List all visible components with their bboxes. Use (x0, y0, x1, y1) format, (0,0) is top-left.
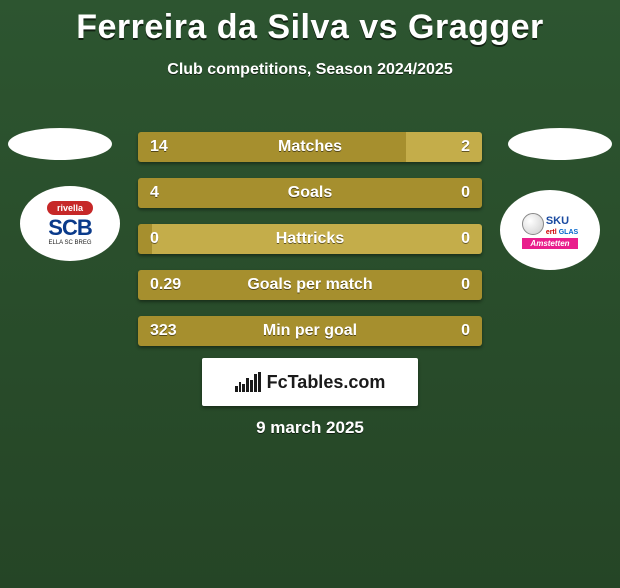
left-club-sub: ELLA SC BREG (48, 240, 91, 246)
right-club-ertl: ertl (546, 229, 557, 236)
stat-value-right: 0 (461, 178, 470, 208)
stat-value-right: 2 (461, 132, 470, 162)
stat-row: 0Hattricks0 (138, 224, 482, 254)
stat-row: 4Goals0 (138, 178, 482, 208)
left-player-ellipse (8, 128, 112, 160)
stat-row: 323Min per goal0 (138, 316, 482, 346)
stat-bars: 14Matches24Goals00Hattricks00.29Goals pe… (138, 132, 482, 362)
right-player-ellipse (508, 128, 612, 160)
stat-row: 0.29Goals per match0 (138, 270, 482, 300)
stat-value-right: 0 (461, 224, 470, 254)
stat-label: Goals per match (138, 270, 482, 300)
chart-icon (235, 372, 261, 392)
stat-label: Hattricks (138, 224, 482, 254)
left-club-main: SCB (48, 217, 91, 239)
comparison-subtitle: Club competitions, Season 2024/2025 (0, 61, 620, 79)
comparison-title: Ferreira da Silva vs Gragger (0, 8, 620, 47)
ball-icon (522, 213, 544, 235)
stat-value-right: 0 (461, 316, 470, 346)
fctables-logo[interactable]: FcTables.com (202, 358, 418, 406)
left-club-badge: rivella SCB ELLA SC BREG (20, 186, 120, 261)
right-club-badge: SKU ertl GLAS Amstetten (500, 190, 600, 270)
stat-value-right: 0 (461, 270, 470, 300)
right-club-city: Amstetten (522, 238, 577, 249)
comparison-date: 9 march 2025 (0, 418, 620, 438)
right-club-sku: SKU (546, 215, 569, 227)
stat-label: Min per goal (138, 316, 482, 346)
stat-row: 14Matches2 (138, 132, 482, 162)
left-club-tag: rivella (47, 201, 93, 215)
stat-label: Goals (138, 178, 482, 208)
fctables-text: FcTables.com (267, 372, 386, 393)
stat-label: Matches (138, 132, 482, 162)
right-club-glas: GLAS (559, 229, 578, 236)
